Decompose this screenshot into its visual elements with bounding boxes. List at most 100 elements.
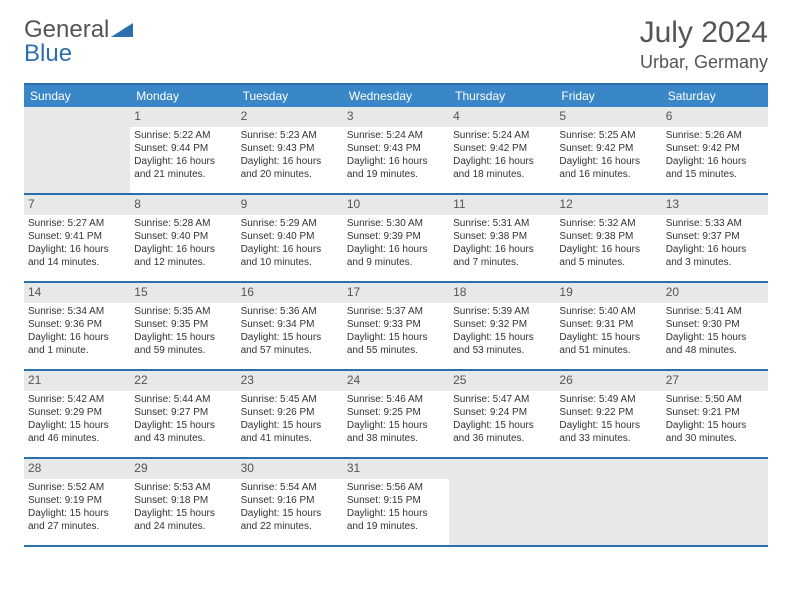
sunrise-text: Sunrise: 5:23 AM bbox=[241, 129, 339, 142]
day-cell: 2Sunrise: 5:23 AMSunset: 9:43 PMDaylight… bbox=[237, 107, 343, 193]
day-number-bar: 28 bbox=[24, 459, 130, 479]
sunset-text: Sunset: 9:29 PM bbox=[28, 406, 126, 419]
day-body: Sunrise: 5:41 AMSunset: 9:30 PMDaylight:… bbox=[662, 303, 768, 361]
day-number: 26 bbox=[559, 373, 572, 387]
sunset-text: Sunset: 9:19 PM bbox=[28, 494, 126, 507]
day-cell: 3Sunrise: 5:24 AMSunset: 9:43 PMDaylight… bbox=[343, 107, 449, 193]
day-number-bar: 25 bbox=[449, 371, 555, 391]
daylight-text: Daylight: 15 hours and 41 minutes. bbox=[241, 419, 339, 445]
sunrise-text: Sunrise: 5:53 AM bbox=[134, 481, 232, 494]
sunset-text: Sunset: 9:39 PM bbox=[347, 230, 445, 243]
dow-cell: Thursday bbox=[449, 85, 555, 107]
day-number: 18 bbox=[453, 285, 466, 299]
day-cell: 22 Sunrise: 5:44 AMSunset: 9:27 PMDayligh… bbox=[130, 371, 236, 457]
sunset-text: Sunset: 9:42 PM bbox=[666, 142, 764, 155]
day-cell: 16Sunrise: 5:36 AMSunset: 9:34 PMDayligh… bbox=[237, 283, 343, 369]
day-body: Sunrise: 5:24 AMSunset: 9:43 PMDaylight:… bbox=[343, 127, 449, 185]
day-cell: 12Sunrise: 5:32 AMSunset: 9:38 PMDayligh… bbox=[555, 195, 661, 281]
sunrise-text: Sunrise: 5:40 AM bbox=[559, 305, 657, 318]
sunset-text: Sunset: 9:40 PM bbox=[134, 230, 232, 243]
dow-row: SundayMondayTuesdayWednesdayThursdayFrid… bbox=[24, 85, 768, 107]
day-number: 30 bbox=[241, 461, 254, 475]
daylight-text: Daylight: 15 hours and 55 minutes. bbox=[347, 331, 445, 357]
day-cell: 25Sunrise: 5:47 AMSunset: 9:24 PMDayligh… bbox=[449, 371, 555, 457]
sunset-text: Sunset: 9:16 PM bbox=[241, 494, 339, 507]
sunset-text: Sunset: 9:37 PM bbox=[666, 230, 764, 243]
sunset-text: Sunset: 9:44 PM bbox=[134, 142, 232, 155]
sunrise-text: Sunrise: 5:26 AM bbox=[666, 129, 764, 142]
day-number: 14 bbox=[28, 285, 41, 299]
day-number-bar: 31 bbox=[343, 459, 449, 479]
day-number: 10 bbox=[347, 197, 360, 211]
day-cell: 9Sunrise: 5:29 AMSunset: 9:40 PMDaylight… bbox=[237, 195, 343, 281]
day-number: 27 bbox=[666, 373, 679, 387]
sunrise-text: Sunrise: 5:36 AM bbox=[241, 305, 339, 318]
sunset-text: Sunset: 9:33 PM bbox=[347, 318, 445, 331]
day-number-bar: 2 bbox=[237, 107, 343, 127]
sunrise-text: Sunrise: 5:35 AM bbox=[134, 305, 232, 318]
day-body: Sunrise: 5:45 AMSunset: 9:26 PMDaylight:… bbox=[237, 391, 343, 449]
day-cell: 20 Sunrise: 5:41 AMSunset: 9:30 PMDayligh… bbox=[662, 283, 768, 369]
day-cell: 15 Sunrise: 5:35 AMSunset: 9:35 PMDayligh… bbox=[130, 283, 236, 369]
daylight-text: Daylight: 15 hours and 57 minutes. bbox=[241, 331, 339, 357]
sunset-text: Sunset: 9:22 PM bbox=[559, 406, 657, 419]
day-body: Sunrise: 5:53 AMSunset: 9:18 PMDaylight:… bbox=[130, 479, 236, 537]
sunrise-text: Sunrise: 5:30 AM bbox=[347, 217, 445, 230]
daylight-text: Daylight: 15 hours and 51 minutes. bbox=[559, 331, 657, 357]
day-body: Sunrise: 5:35 AMSunset: 9:35 PMDaylight:… bbox=[130, 303, 236, 361]
day-number-bar: 19 bbox=[555, 283, 661, 303]
dow-cell: Tuesday bbox=[237, 85, 343, 107]
daylight-text: Daylight: 15 hours and 59 minutes. bbox=[134, 331, 232, 357]
logo-blue-line: Blue bbox=[24, 40, 72, 68]
day-body: Sunrise: 5:24 AMSunset: 9:42 PMDaylight:… bbox=[449, 127, 555, 185]
day-number: 11 bbox=[453, 197, 465, 211]
daylight-text: Daylight: 15 hours and 48 minutes. bbox=[666, 331, 764, 357]
daylight-text: Daylight: 15 hours and 53 minutes. bbox=[453, 331, 551, 357]
sunrise-text: Sunrise: 5:52 AM bbox=[28, 481, 126, 494]
daylight-text: Daylight: 16 hours and 1 minute. bbox=[28, 331, 126, 357]
day-number-bar: 8 bbox=[130, 195, 236, 215]
daylight-text: Daylight: 16 hours and 15 minutes. bbox=[666, 155, 764, 181]
day-number: 1 bbox=[134, 109, 141, 123]
sunset-text: Sunset: 9:32 PM bbox=[453, 318, 551, 331]
sunset-text: Sunset: 9:26 PM bbox=[241, 406, 339, 419]
daylight-text: Daylight: 15 hours and 22 minutes. bbox=[241, 507, 339, 533]
day-body: Sunrise: 5:27 AMSunset: 9:41 PMDaylight:… bbox=[24, 215, 130, 273]
day-number: 20 bbox=[666, 285, 679, 299]
sunset-text: Sunset: 9:24 PM bbox=[453, 406, 551, 419]
sunrise-text: Sunrise: 5:42 AM bbox=[28, 393, 126, 406]
day-number: 8 bbox=[134, 197, 141, 211]
day-number: 28 bbox=[28, 461, 41, 475]
day-number: 13 bbox=[666, 197, 679, 211]
day-number-bar: 15 bbox=[130, 283, 236, 303]
day-number: 7 bbox=[28, 197, 35, 211]
day-number-bar: 11 bbox=[449, 195, 555, 215]
sunrise-text: Sunrise: 5:37 AM bbox=[347, 305, 445, 318]
daylight-text: Daylight: 16 hours and 10 minutes. bbox=[241, 243, 339, 269]
day-number: 24 bbox=[347, 373, 360, 387]
day-number: 5 bbox=[559, 109, 566, 123]
day-number-bar: 7 bbox=[24, 195, 130, 215]
day-cell: 13 Sunrise: 5:33 AMSunset: 9:37 PMDayligh… bbox=[662, 195, 768, 281]
day-body: Sunrise: 5:33 AMSunset: 9:37 PMDaylight:… bbox=[662, 215, 768, 273]
day-number-bar: 22 bbox=[130, 371, 236, 391]
day-number: 16 bbox=[241, 285, 254, 299]
daylight-text: Daylight: 15 hours and 38 minutes. bbox=[347, 419, 445, 445]
sunset-text: Sunset: 9:31 PM bbox=[559, 318, 657, 331]
sunrise-text: Sunrise: 5:47 AM bbox=[453, 393, 551, 406]
sunset-text: Sunset: 9:36 PM bbox=[28, 318, 126, 331]
daylight-text: Daylight: 15 hours and 43 minutes. bbox=[134, 419, 232, 445]
day-cell: 18Sunrise: 5:39 AMSunset: 9:32 PMDayligh… bbox=[449, 283, 555, 369]
sunrise-text: Sunrise: 5:28 AM bbox=[134, 217, 232, 230]
logo-triangle-icon bbox=[111, 19, 133, 42]
day-number: 12 bbox=[559, 197, 572, 211]
day-cell: 10 Sunrise: 5:30 AMSunset: 9:39 PMDayligh… bbox=[343, 195, 449, 281]
day-number: 23 bbox=[241, 373, 254, 387]
sunrise-text: Sunrise: 5:44 AM bbox=[134, 393, 232, 406]
day-number-bar: 23 bbox=[237, 371, 343, 391]
day-cell: 31Sunrise: 5:56 AMSunset: 9:15 PMDayligh… bbox=[343, 459, 449, 545]
day-number: 15 bbox=[134, 285, 147, 299]
sunset-text: Sunset: 9:27 PM bbox=[134, 406, 232, 419]
daylight-text: Daylight: 16 hours and 9 minutes. bbox=[347, 243, 445, 269]
day-number-bar: 10 bbox=[343, 195, 449, 215]
